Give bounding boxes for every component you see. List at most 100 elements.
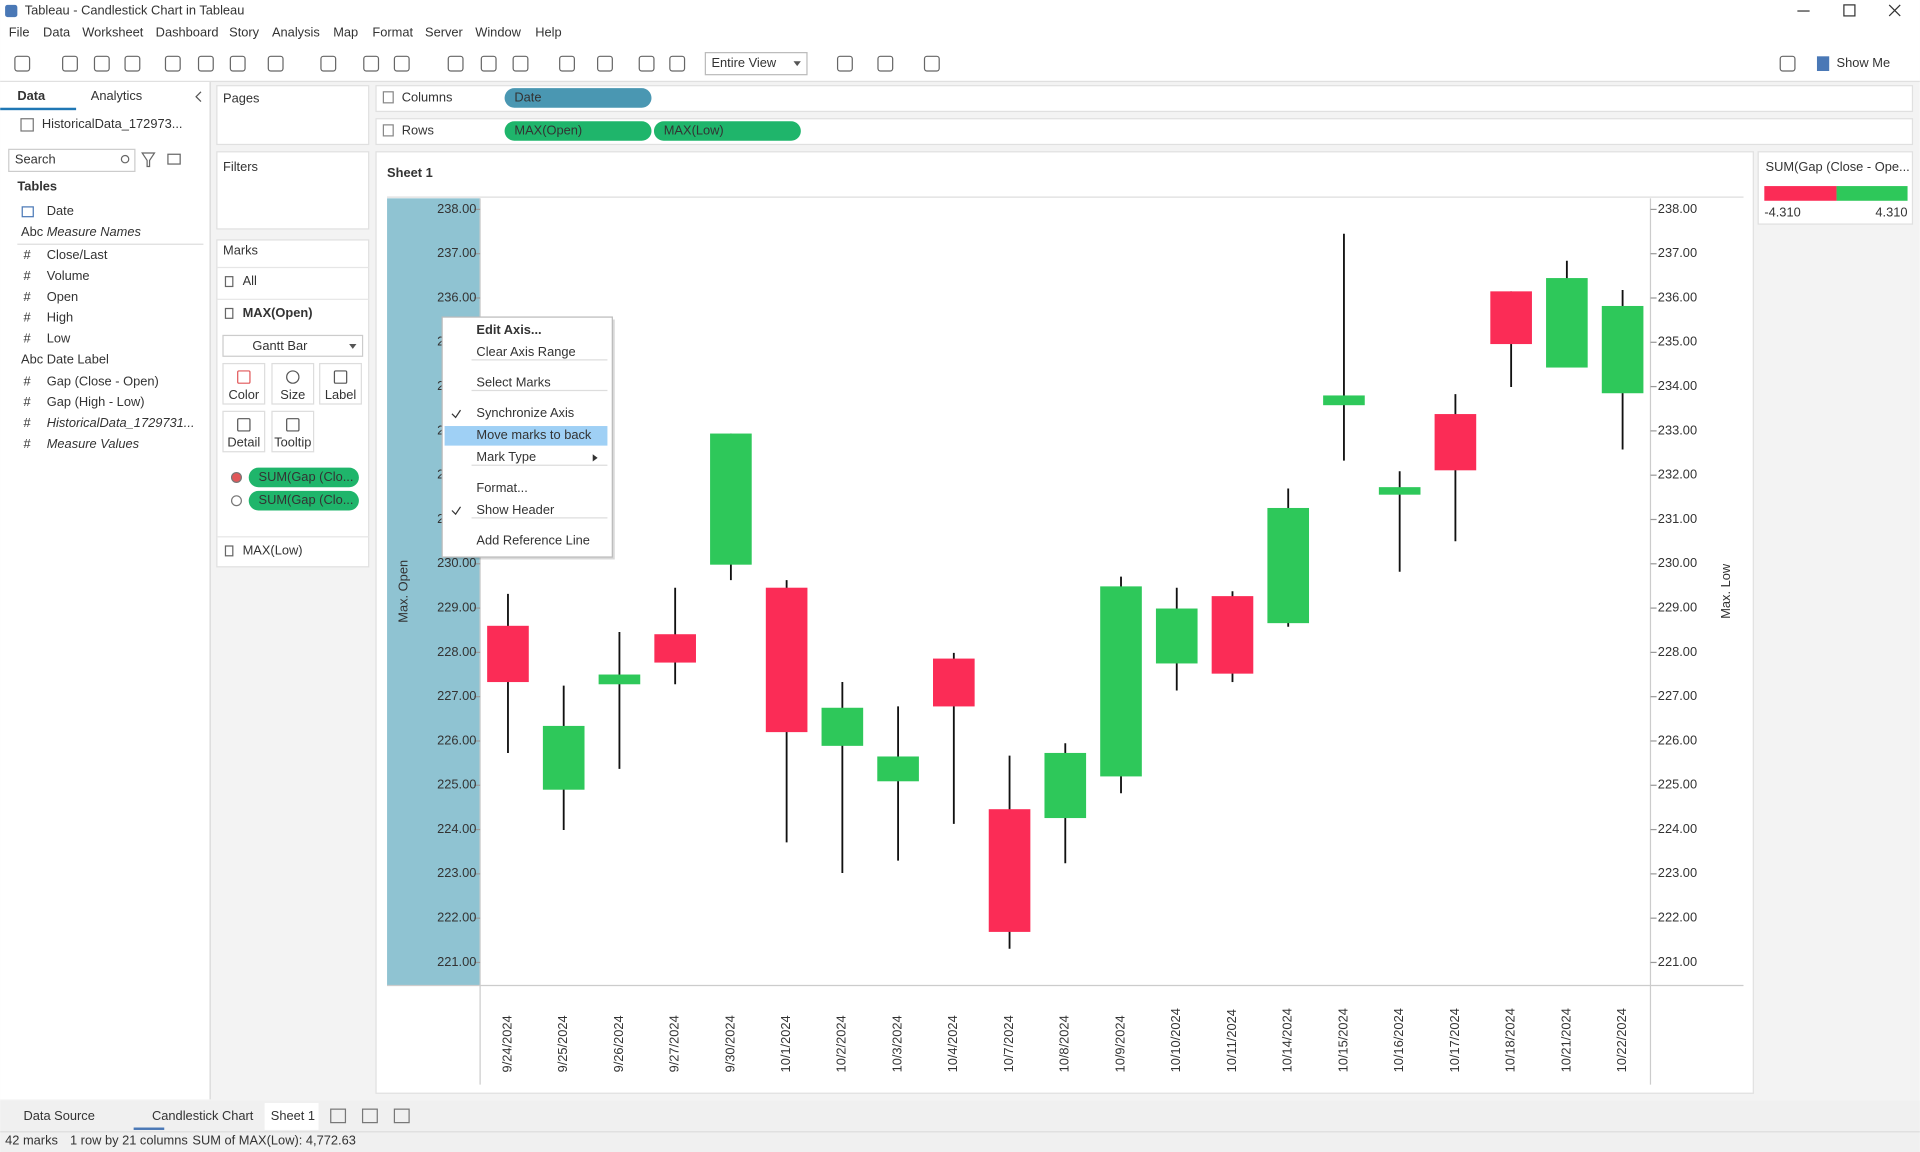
toolbar-icon[interactable] — [877, 55, 894, 72]
mark-type-dropdown[interactable] — [222, 334, 364, 357]
field-name[interactable]: Date — [47, 203, 74, 218]
field-name[interactable]: Open — [47, 289, 78, 304]
search-box[interactable] — [8, 148, 136, 173]
menu-item[interactable]: Synchronize Axis — [476, 405, 574, 420]
show-me-button[interactable]: Show Me — [1837, 55, 1891, 70]
menu-item[interactable]: Worksheet — [82, 24, 144, 39]
menu-item[interactable]: Window — [475, 24, 521, 39]
x-tick-label: 10/11/2024 — [1224, 1009, 1239, 1072]
y2-tick-label: 227.00 — [1658, 688, 1697, 703]
rows-label: Rows — [402, 122, 434, 137]
menu-item[interactable]: Data — [43, 24, 71, 39]
candle-body — [1267, 507, 1310, 624]
candle-body — [487, 625, 529, 683]
field-name[interactable]: Date Label — [47, 351, 109, 366]
filter-icon[interactable] — [141, 152, 156, 168]
menu-item[interactable]: Move marks to back — [476, 427, 591, 442]
menu-item[interactable]: Add Reference Line — [476, 533, 590, 548]
toolbar-icon[interactable] — [1779, 55, 1796, 72]
field-name[interactable]: HistoricalData_1729731... — [47, 415, 195, 430]
y2-tick-label: 230.00 — [1658, 555, 1697, 570]
toolbar-icon[interactable] — [836, 55, 853, 72]
menu-item[interactable]: Format — [372, 24, 413, 39]
menu-item[interactable]: Edit Axis... — [476, 322, 541, 337]
sheet-tab[interactable]: Sheet 1 — [271, 1108, 315, 1123]
marks-pill[interactable] — [248, 467, 359, 488]
menu-item[interactable]: Map — [333, 24, 358, 39]
field-name[interactable]: Gap (Close - Open) — [47, 373, 159, 388]
y-tick-label: 228.00 — [437, 644, 476, 659]
view-icon[interactable] — [167, 153, 181, 165]
marks-card-tab[interactable]: MAX(Open) — [243, 305, 313, 320]
marks-pill[interactable] — [248, 490, 359, 511]
app-icon — [5, 4, 18, 18]
menu-item[interactable]: Show Header — [476, 502, 555, 517]
field-name[interactable]: Close/Last — [47, 247, 108, 262]
bottom-bar — [0, 1100, 1920, 1152]
toolbar-icon[interactable] — [447, 55, 464, 72]
sheet-tab[interactable]: Candlestick Chart — [152, 1108, 254, 1123]
field-icon: Abc — [21, 224, 44, 239]
field-name[interactable]: High — [47, 310, 73, 325]
candle-body — [542, 725, 585, 790]
pages-card[interactable] — [216, 85, 370, 146]
candle-body — [877, 756, 919, 782]
divider — [216, 536, 369, 538]
field-name[interactable]: Volume — [47, 268, 90, 283]
view-dropdown[interactable] — [704, 52, 808, 76]
toolbar-icon[interactable] — [164, 55, 181, 72]
menu-item[interactable]: File — [9, 24, 30, 39]
toolbar-icon[interactable] — [14, 55, 31, 72]
toolbar-icon[interactable] — [512, 55, 529, 72]
toolbar-icon[interactable] — [669, 55, 686, 72]
toolbar-icon[interactable] — [320, 55, 337, 72]
candle-body — [1155, 608, 1198, 664]
toolbar-icon[interactable] — [267, 55, 284, 72]
toolbar-icon[interactable] — [363, 55, 380, 72]
column-pill[interactable] — [504, 88, 652, 108]
field-name[interactable]: Low — [47, 331, 71, 346]
marks-card-icon — [224, 276, 234, 288]
new-sheet-button[interactable] — [361, 1108, 378, 1124]
toolbar-icon[interactable] — [124, 55, 141, 72]
field-name[interactable]: Measure Names — [47, 224, 142, 239]
candle-body — [598, 674, 641, 685]
toolbar-icon[interactable] — [559, 55, 575, 72]
sheet-tab[interactable]: Data Source — [23, 1108, 94, 1123]
new-sheet-button[interactable] — [393, 1108, 410, 1124]
field-name[interactable]: Measure Values — [47, 436, 140, 451]
filters-card[interactable] — [216, 151, 370, 230]
y2-tick-label: 234.00 — [1658, 378, 1697, 393]
row-pill[interactable] — [504, 121, 652, 141]
menu-item[interactable]: Select Marks — [476, 375, 550, 390]
candle-body — [988, 809, 1031, 932]
menu-item[interactable]: Analysis — [272, 24, 320, 39]
toolbar-icon[interactable] — [393, 55, 410, 72]
candle-body — [1100, 586, 1142, 777]
toolbar-icon[interactable] — [197, 55, 214, 72]
field-name[interactable]: Gap (High - Low) — [47, 394, 145, 409]
toolbar-icon[interactable] — [229, 55, 246, 72]
candle-body — [1323, 395, 1365, 406]
field-icon: # — [23, 331, 31, 346]
toolbar-icon[interactable] — [62, 55, 78, 72]
toolbar-icon[interactable] — [638, 55, 655, 72]
toolbar-icon[interactable] — [597, 55, 613, 72]
x-tick-label: 10/16/2024 — [1391, 1008, 1406, 1072]
menu-item[interactable]: Mark Type — [476, 449, 536, 464]
toolbar-icon[interactable] — [480, 55, 497, 72]
menu-item[interactable]: Story — [229, 24, 260, 39]
x-tick-label: 10/18/2024 — [1503, 1008, 1518, 1072]
menu-item[interactable]: Help — [535, 24, 561, 39]
row-pill[interactable] — [653, 121, 801, 141]
new-sheet-button[interactable] — [330, 1108, 347, 1124]
menu-item[interactable]: Format... — [476, 480, 527, 495]
analytics-tab[interactable]: Analytics — [91, 88, 142, 103]
marks-card-tab[interactable]: All — [243, 273, 257, 288]
data-tab[interactable]: Data — [17, 88, 46, 103]
menu-item[interactable]: Dashboard — [156, 24, 219, 39]
marks-card-tab[interactable]: MAX(Low) — [243, 542, 303, 557]
menu-item[interactable]: Server — [425, 24, 464, 39]
toolbar-icon[interactable] — [93, 55, 110, 72]
toolbar-icon[interactable] — [923, 55, 940, 72]
